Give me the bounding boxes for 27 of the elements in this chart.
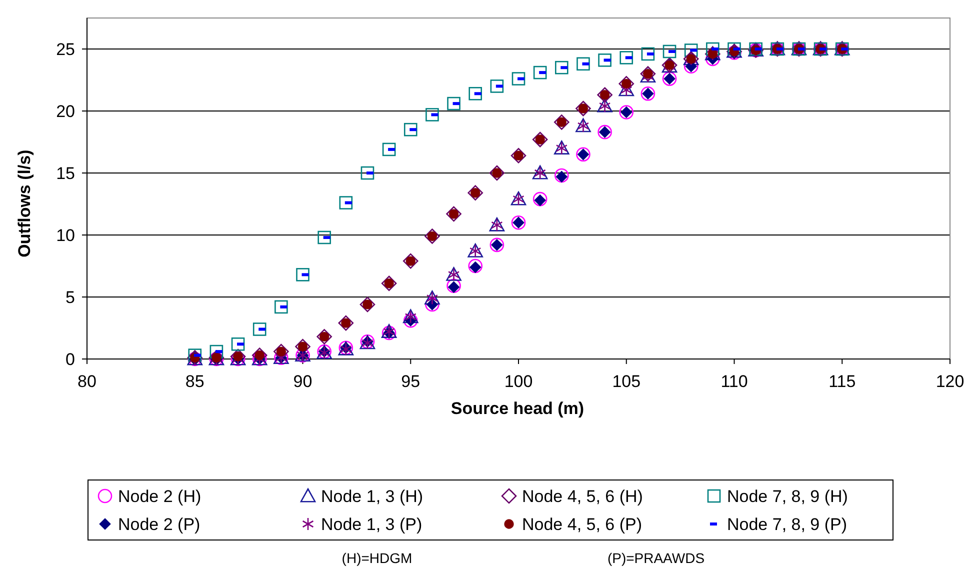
legend-label: Node 1, 3 (H)	[321, 486, 424, 506]
y-axis-title: Outflows (l/s)	[15, 150, 34, 258]
legend-label: Node 2 (P)	[118, 514, 200, 534]
y-tick-label: 10	[56, 226, 75, 245]
legend-label: Node 1, 3 (P)	[321, 514, 422, 534]
x-tick-label: 95	[401, 372, 420, 391]
y-tick-label: 15	[56, 164, 75, 183]
text: (P)=PRAAWDS	[607, 550, 705, 566]
y-tick-label: 20	[56, 102, 75, 121]
x-tick-label: 120	[936, 372, 964, 391]
y-tick-label: 25	[56, 40, 75, 59]
legend-label: Node 4, 5, 6 (H)	[522, 486, 643, 506]
x-axis-title: Source head (m)	[450, 399, 584, 418]
legend-label: Node 7, 8, 9 (P)	[727, 514, 848, 534]
legend-label: Node 2 (H)	[118, 486, 202, 506]
x-tick-label: 110	[720, 372, 748, 391]
x-tick-label: 80	[78, 372, 96, 391]
legend-label: Node 4, 5, 6 (P)	[522, 514, 642, 534]
x-tick-label: 90	[293, 372, 312, 391]
text: (H)=HDGM	[342, 550, 412, 566]
legend-label: Node 7, 8, 9 (H)	[727, 486, 848, 506]
y-tick-label: 5	[66, 288, 75, 307]
y-tick-label: 0	[66, 350, 75, 369]
x-tick-label: 105	[612, 372, 641, 391]
x-tick-label: 115	[828, 372, 856, 391]
x-tick-label: 85	[185, 372, 204, 391]
x-tick-label: 100	[504, 372, 533, 391]
